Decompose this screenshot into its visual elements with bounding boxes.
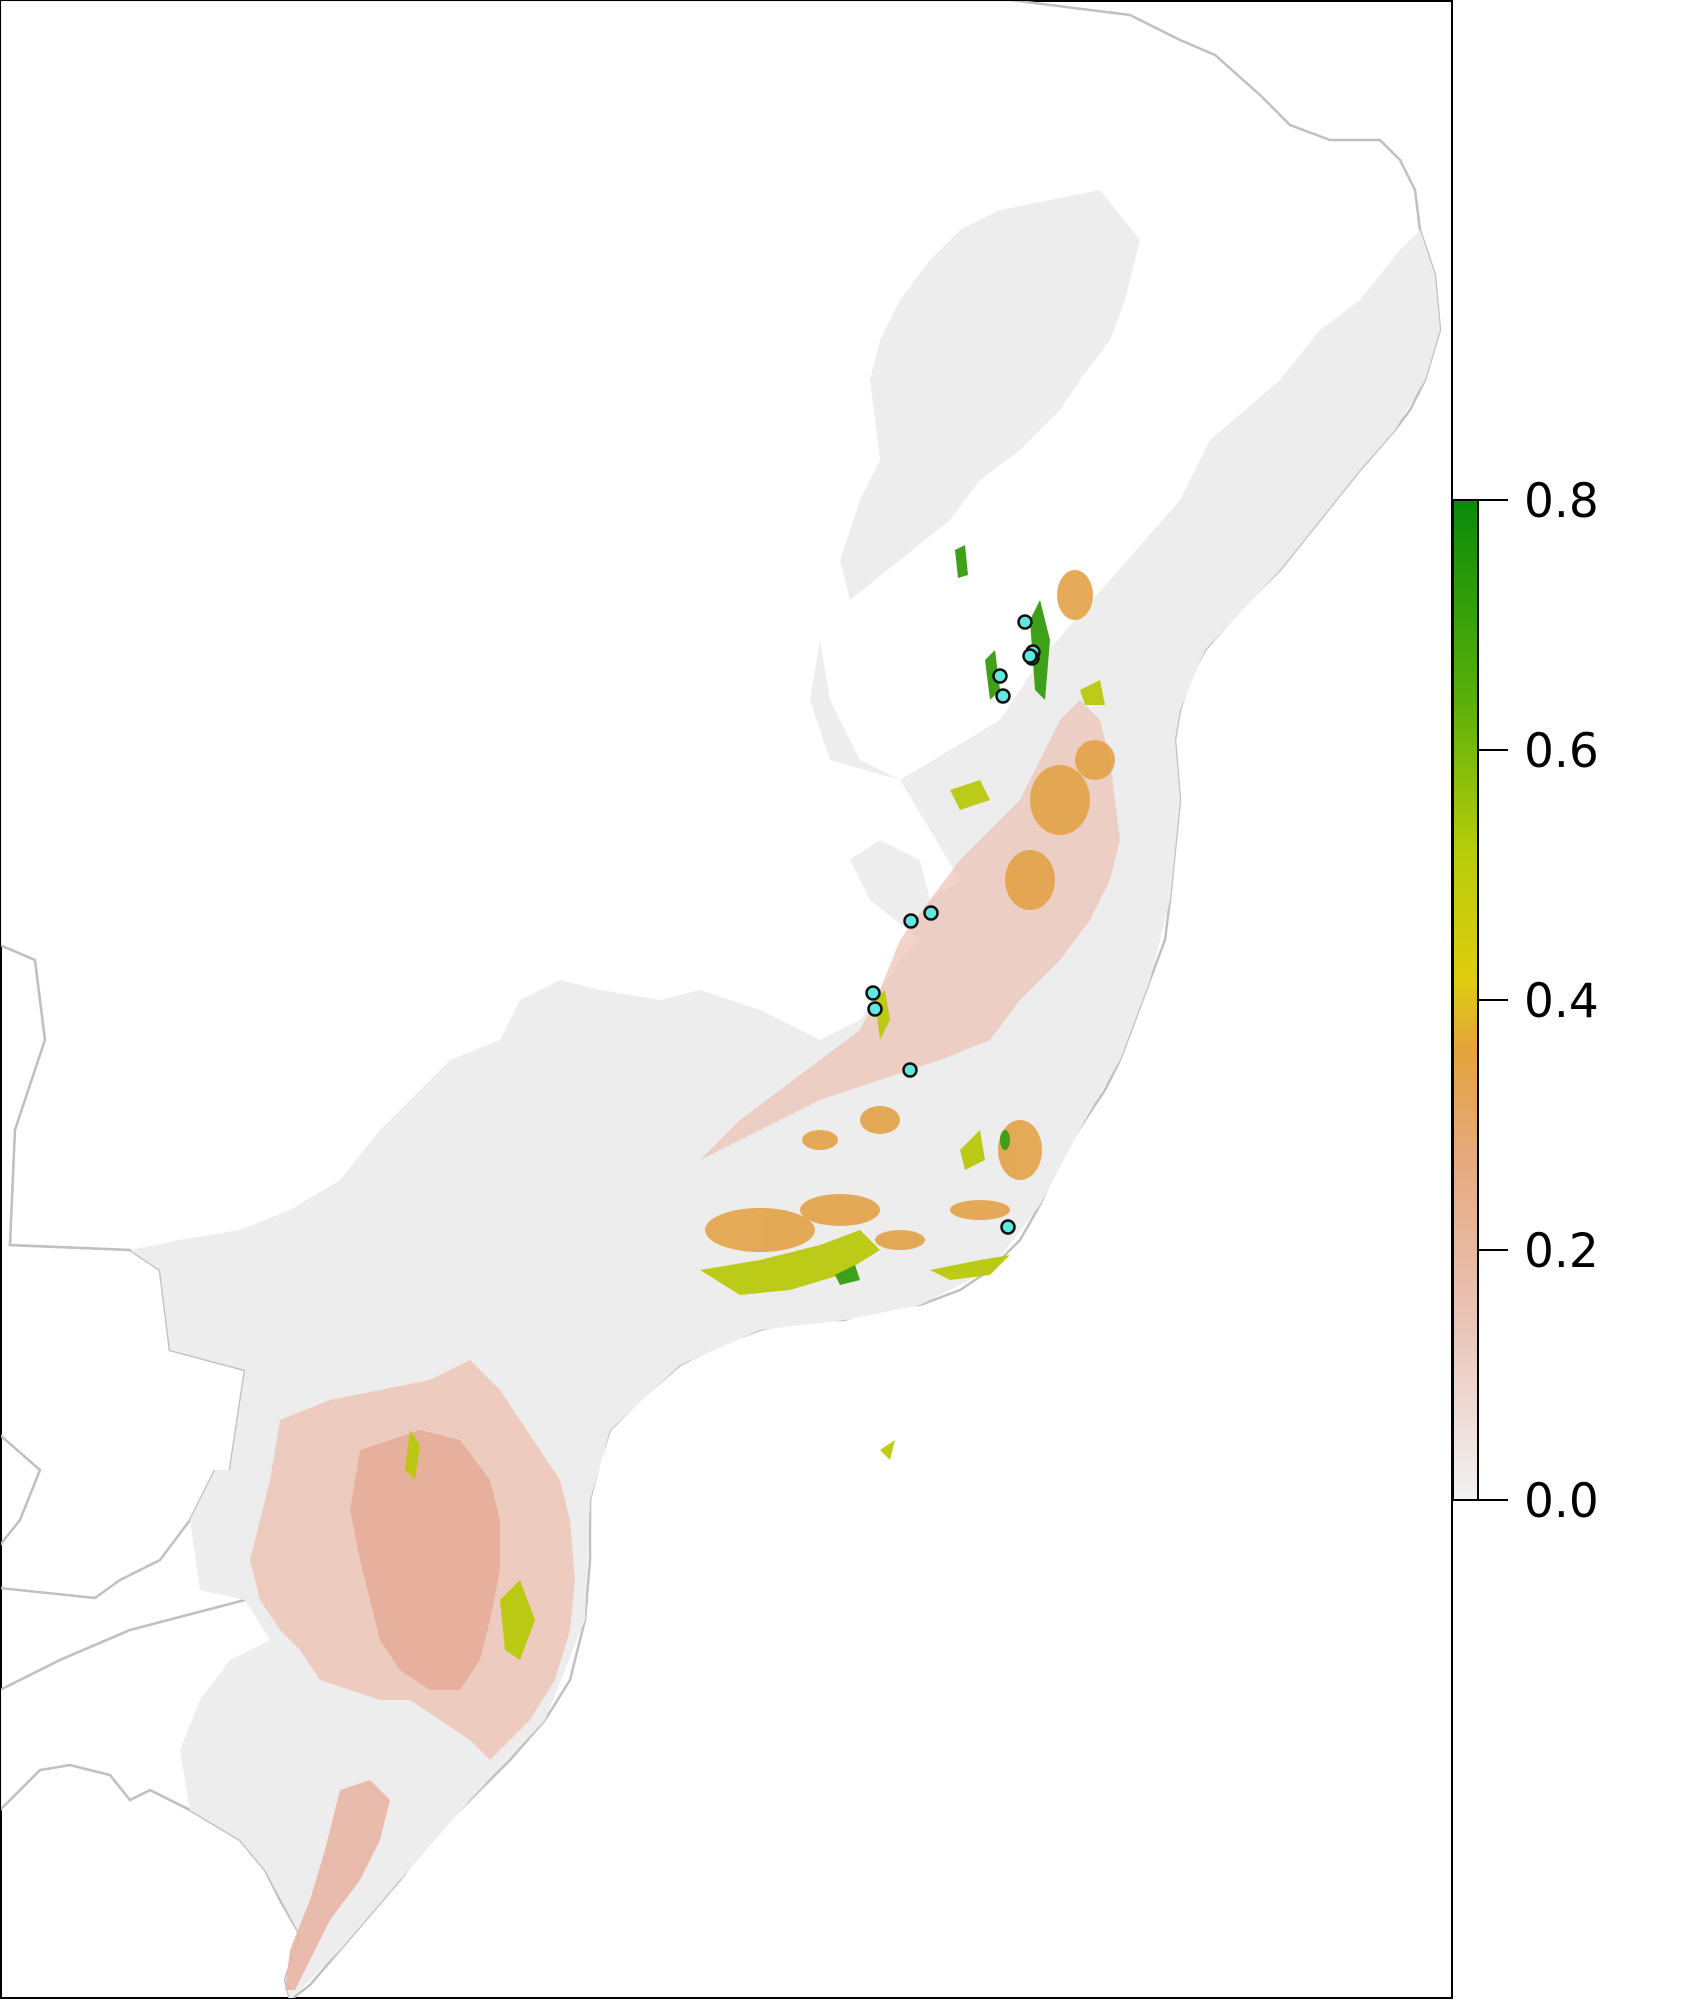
legend-tick-label: 0.8	[1524, 474, 1599, 529]
occurrence-point	[903, 913, 919, 929]
occurrence-points	[865, 614, 1041, 1235]
legend-tick-label: 0.6	[1524, 724, 1599, 779]
raster-low-suitability-coast	[700, 700, 1120, 1160]
occurrence-point	[1022, 648, 1038, 664]
occurrence-point	[1017, 614, 1033, 630]
occurrence-point	[923, 905, 939, 921]
occurrence-point	[1000, 1219, 1016, 1235]
legend-tick-label: 0.0	[1524, 1474, 1599, 1529]
legend-colorbar: 0.0 0.2 0.4 0.6 0.8	[1452, 474, 1599, 1529]
raster-low-suitability-south-core	[350, 1430, 500, 1690]
occurrence-point	[867, 1001, 883, 1017]
occurrence-point	[865, 985, 881, 1001]
occurrence-point	[992, 668, 1008, 684]
legend-tick-label: 0.4	[1524, 974, 1599, 1029]
occurrence-point	[902, 1062, 918, 1078]
legend-tick-label: 0.2	[1524, 1224, 1599, 1279]
legend-ticks: 0.0 0.2 0.4 0.6 0.8	[1478, 474, 1599, 1529]
legend-gradient	[1452, 499, 1479, 1501]
occurrence-point	[995, 688, 1011, 704]
raster-high-suitability-patches	[405, 680, 1105, 1660]
map-panel	[1, 1, 1442, 1998]
raster-low-suitability-southern-tip	[285, 1780, 390, 1990]
